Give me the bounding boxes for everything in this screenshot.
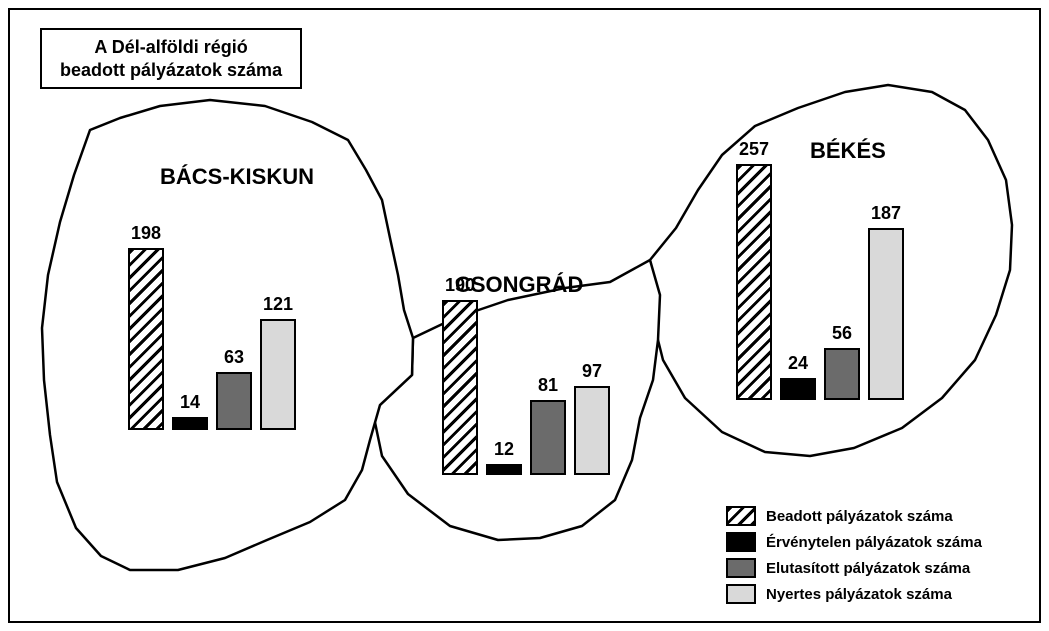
bar-value-label: 14 [180, 392, 200, 413]
bar-beadott [128, 248, 164, 430]
legend: Beadott pályázatok száma Érvénytelen pály… [726, 500, 982, 610]
bar-beadott [736, 164, 772, 400]
chart-title-box: A Dél-alföldi régió beadott pályázatok s… [40, 28, 302, 89]
region-label: BÉKÉS [810, 138, 886, 164]
chart-title-line2: beadott pályázatok száma [60, 59, 282, 82]
bar-value-label: 81 [538, 375, 558, 396]
legend-item: Nyertes pályázatok száma [726, 584, 982, 604]
map-csongrad [372, 260, 660, 540]
legend-swatch [726, 532, 756, 552]
bar-value-label: 187 [871, 203, 901, 224]
bar-value-label: 63 [224, 347, 244, 368]
chart-frame: A Dél-alföldi régió beadott pályázatok s… [8, 8, 1041, 623]
legend-label: Beadott pályázatok száma [766, 508, 953, 525]
bar-ervenytelen [172, 417, 208, 430]
legend-swatch [726, 506, 756, 526]
legend-label: Elutasított pályázatok száma [766, 560, 970, 577]
bar-nyertes [574, 386, 610, 475]
bar-elutasitott [216, 372, 252, 430]
bar-nyertes [868, 228, 904, 400]
bar-ervenytelen [780, 378, 816, 400]
bar-elutasitott [824, 348, 860, 400]
bar-value-label: 190 [445, 275, 475, 296]
region-label: BÁCS-KISKUN [160, 164, 314, 190]
bar-value-label: 198 [131, 223, 161, 244]
legend-item: Elutasított pályázatok száma [726, 558, 982, 578]
bar-beadott [442, 300, 478, 475]
legend-item: Beadott pályázatok száma [726, 506, 982, 526]
bar-elutasitott [530, 400, 566, 475]
legend-item: Érvénytelen pályázatok száma [726, 532, 982, 552]
bar-value-label: 56 [832, 323, 852, 344]
bar-value-label: 97 [582, 361, 602, 382]
bar-value-label: 121 [263, 294, 293, 315]
bar-ervenytelen [486, 464, 522, 475]
legend-label: Nyertes pályázatok száma [766, 586, 952, 603]
chart-title-line1: A Dél-alföldi régió [60, 36, 282, 59]
bar-nyertes [260, 319, 296, 430]
bar-value-label: 12 [494, 439, 514, 460]
legend-swatch [726, 584, 756, 604]
legend-label: Érvénytelen pályázatok száma [766, 534, 982, 551]
bar-value-label: 257 [739, 139, 769, 160]
bar-value-label: 24 [788, 353, 808, 374]
legend-swatch [726, 558, 756, 578]
